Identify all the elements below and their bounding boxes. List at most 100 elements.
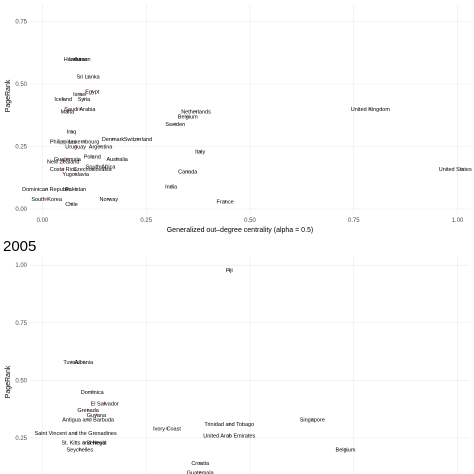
p2-gridlines — [30, 256, 470, 474]
data-point — [74, 431, 78, 435]
data-point-label: United States — [439, 167, 472, 173]
data-point-label: Syria — [78, 97, 91, 103]
data-point — [111, 137, 115, 141]
data-point-label: Malta — [61, 110, 75, 116]
data-point — [61, 140, 65, 143]
data-point — [223, 200, 227, 203]
data-point — [165, 427, 169, 431]
y-tick-label: 0.25 — [15, 145, 27, 151]
data-point-label: Senegal — [86, 440, 106, 446]
data-point-label: Belgium — [178, 115, 198, 121]
data-point — [82, 441, 86, 444]
data-point — [82, 140, 86, 143]
data-point-label: Fiji — [226, 268, 233, 274]
data-point — [310, 418, 314, 421]
data-point-label: Chile — [65, 202, 78, 208]
data-point — [61, 167, 65, 171]
p2-panel-title: 2005 — [3, 238, 36, 255]
data-point-label: Czechoslovakia — [73, 167, 112, 173]
data-point-label: Croatia — [191, 461, 210, 467]
data-point-label: Belgium — [336, 447, 356, 453]
data-point — [74, 172, 78, 176]
data-point-label: Yugoslavia — [62, 172, 90, 178]
data-point — [45, 197, 49, 201]
p1-gridlines — [30, 4, 470, 214]
data-point — [186, 170, 190, 173]
data-point — [95, 413, 98, 417]
data-point — [74, 187, 78, 191]
p1-y-tick-labels: 0.00 0.25 0.50 0.75 — [15, 20, 27, 214]
data-point-label: Guatemala — [54, 157, 82, 163]
data-point-label: Norway — [100, 197, 119, 203]
data-point-label: Sri Lanka — [76, 75, 100, 81]
data-point-label: United Kingdom — [351, 107, 391, 113]
data-point-label: Philippines — [50, 140, 77, 146]
data-point-label: Tuvalu — [63, 360, 79, 366]
data-point-label: Luxembourg — [69, 140, 100, 146]
data-point-label: Singapore — [300, 417, 325, 423]
data-point — [90, 167, 94, 171]
data-point-label: Sweden — [165, 122, 185, 128]
data-point — [173, 122, 177, 126]
data-point-label: Dominican Republic — [22, 187, 71, 193]
data-point — [103, 401, 107, 405]
data-point-label: Pakistan — [65, 187, 86, 193]
p2-y-axis-label: PageRank — [5, 365, 12, 398]
data-point — [86, 75, 90, 78]
data-point — [86, 408, 90, 412]
data-point — [78, 447, 82, 451]
data-point — [65, 110, 69, 113]
data-point — [90, 155, 94, 158]
x-tick-label: 0.25 — [140, 218, 152, 224]
data-point-label: Denmark — [102, 137, 125, 143]
data-point-label: Saudi Arabia — [64, 107, 96, 113]
data-point-label: Netherlands — [181, 110, 211, 116]
data-point — [227, 268, 231, 272]
data-point — [61, 160, 65, 163]
data-point — [344, 447, 347, 451]
y-tick-label: 0.00 — [15, 207, 27, 213]
data-point — [78, 107, 82, 111]
p1-points — [45, 57, 464, 206]
data-point-label: France — [217, 200, 234, 206]
data-point-label: Guyana — [87, 413, 107, 419]
data-point-label: Costa Rica — [50, 167, 78, 173]
p1-x-axis-label: Generalized out–degree centrality (alpha… — [167, 227, 314, 234]
data-point-label: Italy — [195, 150, 205, 156]
data-point — [194, 110, 198, 113]
data-point — [70, 360, 73, 364]
data-point-label: Antigua and Barbuda — [62, 417, 115, 423]
data-point — [74, 145, 78, 148]
data-point-label: India — [165, 185, 178, 191]
data-point — [186, 115, 190, 118]
data-point-label: Canada — [178, 170, 198, 176]
data-point-label: Israel — [73, 92, 86, 98]
data-point — [198, 150, 202, 153]
data-point — [74, 57, 78, 61]
p2-y-tick-labels: 0.25 0.50 0.75 1.00 — [15, 263, 27, 442]
data-point-label: United Arab Emirates — [203, 434, 255, 440]
x-tick-label: 1.00 — [452, 218, 464, 224]
data-point — [45, 187, 49, 191]
data-point-label: Guatemala — [187, 470, 215, 474]
data-point-label: Iraq — [67, 130, 76, 136]
data-point-label: El Salvador — [91, 401, 119, 407]
data-point-label: Uruguay — [65, 145, 86, 151]
y-tick-label: 0.50 — [15, 378, 27, 384]
data-point — [65, 157, 69, 161]
data-point — [90, 90, 94, 93]
x-tick-label: 0.00 — [37, 218, 49, 224]
data-point — [227, 434, 231, 437]
data-point — [115, 157, 119, 161]
data-point-label: Poland — [84, 155, 101, 161]
data-point — [61, 97, 65, 101]
data-point — [70, 202, 73, 206]
data-point-label: Dominica — [81, 390, 105, 396]
data-point-label: Grenada — [77, 408, 99, 414]
y-tick-label: 1.00 — [15, 263, 27, 269]
data-point-label: Saint Vincent and the Grenadines — [35, 431, 117, 437]
